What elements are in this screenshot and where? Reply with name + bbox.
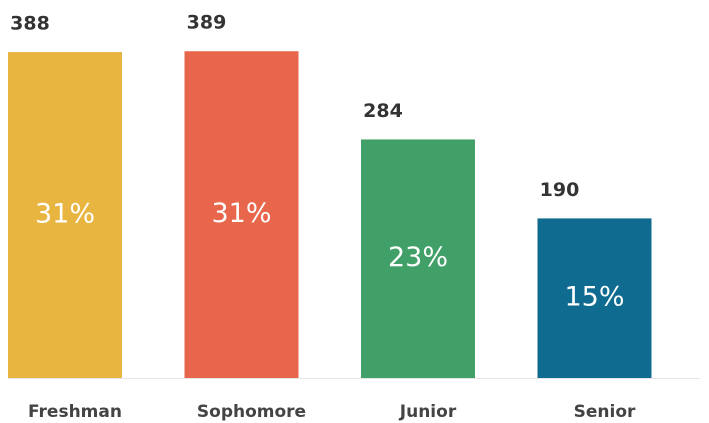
bar (361, 139, 475, 378)
bar (8, 52, 122, 379)
x-tick-label: Freshman (28, 402, 122, 422)
bar (537, 218, 652, 378)
percent-label: 31% (35, 199, 95, 230)
x-tick-label: Senior (574, 402, 636, 422)
bar (184, 51, 299, 379)
x-tick-label: Sophomore (197, 402, 306, 422)
value-label: 284 (363, 100, 403, 122)
percent-label: 31% (211, 198, 271, 229)
value-label: 389 (187, 12, 227, 34)
percent-label: 15% (564, 282, 624, 313)
percent-label: 23% (388, 242, 448, 273)
x-tick-label: Junior (399, 402, 457, 422)
value-label: 190 (540, 179, 580, 201)
value-label: 388 (10, 13, 50, 35)
